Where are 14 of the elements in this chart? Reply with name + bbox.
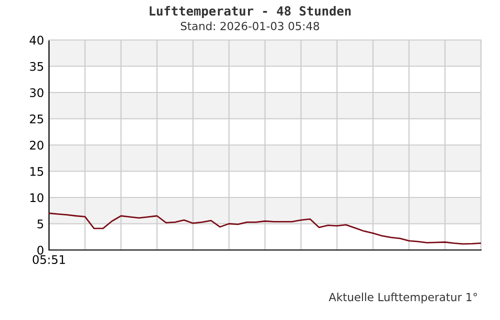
y-tick-label: 15 — [30, 167, 44, 176]
y-tick-label: 25 — [30, 114, 44, 124]
y-tick-label: 5 — [38, 220, 44, 228]
y-tick-label: 10 — [30, 193, 44, 202]
x-tick-label: 05:51 — [32, 255, 65, 264]
text: Aktuelle Lufttemperatur 1° — [328, 292, 477, 304]
y-tick-label: 20 — [30, 140, 44, 150]
chart-title: Lufttemperatur - 48 Stunden — [150, 6, 351, 18]
y-tick-label: 40 — [30, 36, 44, 45]
chart-subtitle: Stand: 2026-01-03 05:48 — [180, 22, 320, 30]
line-series — [49, 212, 481, 245]
y-tick-label: 0 — [37, 246, 44, 255]
y-tick-label: 30 — [30, 88, 44, 98]
y-tick-label: 35 — [30, 62, 44, 71]
